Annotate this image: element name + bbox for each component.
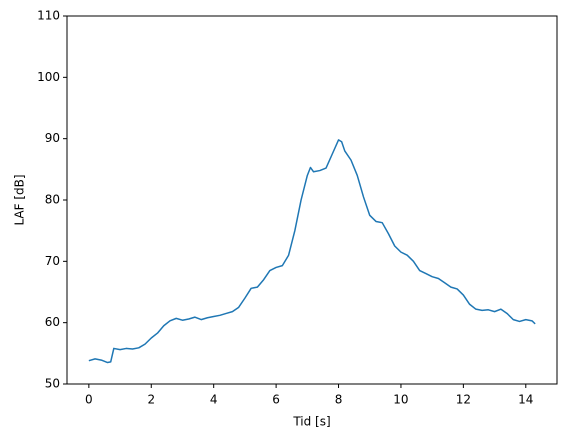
y-tick-label: 50 [45, 377, 60, 391]
x-tick-label: 6 [272, 393, 280, 407]
x-tick-label: 10 [393, 393, 408, 407]
x-axis-label: Tid [s] [292, 415, 330, 429]
y-tick-label: 60 [45, 315, 60, 329]
data-line [88, 139, 536, 364]
y-tick-label: 70 [45, 254, 60, 268]
x-tick-label: 0 [85, 393, 93, 407]
x-tick-label: 2 [147, 393, 155, 407]
x-tick-label: 14 [518, 393, 533, 407]
x-tick-label: 8 [335, 393, 343, 407]
y-axis-label: LAF [dB] [13, 174, 27, 225]
x-tick-label: 12 [456, 393, 471, 407]
y-tick-label: 100 [37, 70, 60, 84]
y-tick-label: 90 [45, 131, 60, 145]
y-tick-label: 80 [45, 193, 60, 207]
y-tick-label: 110 [37, 9, 60, 23]
axes-frame [66, 15, 558, 385]
x-tick-label: 4 [210, 393, 218, 407]
